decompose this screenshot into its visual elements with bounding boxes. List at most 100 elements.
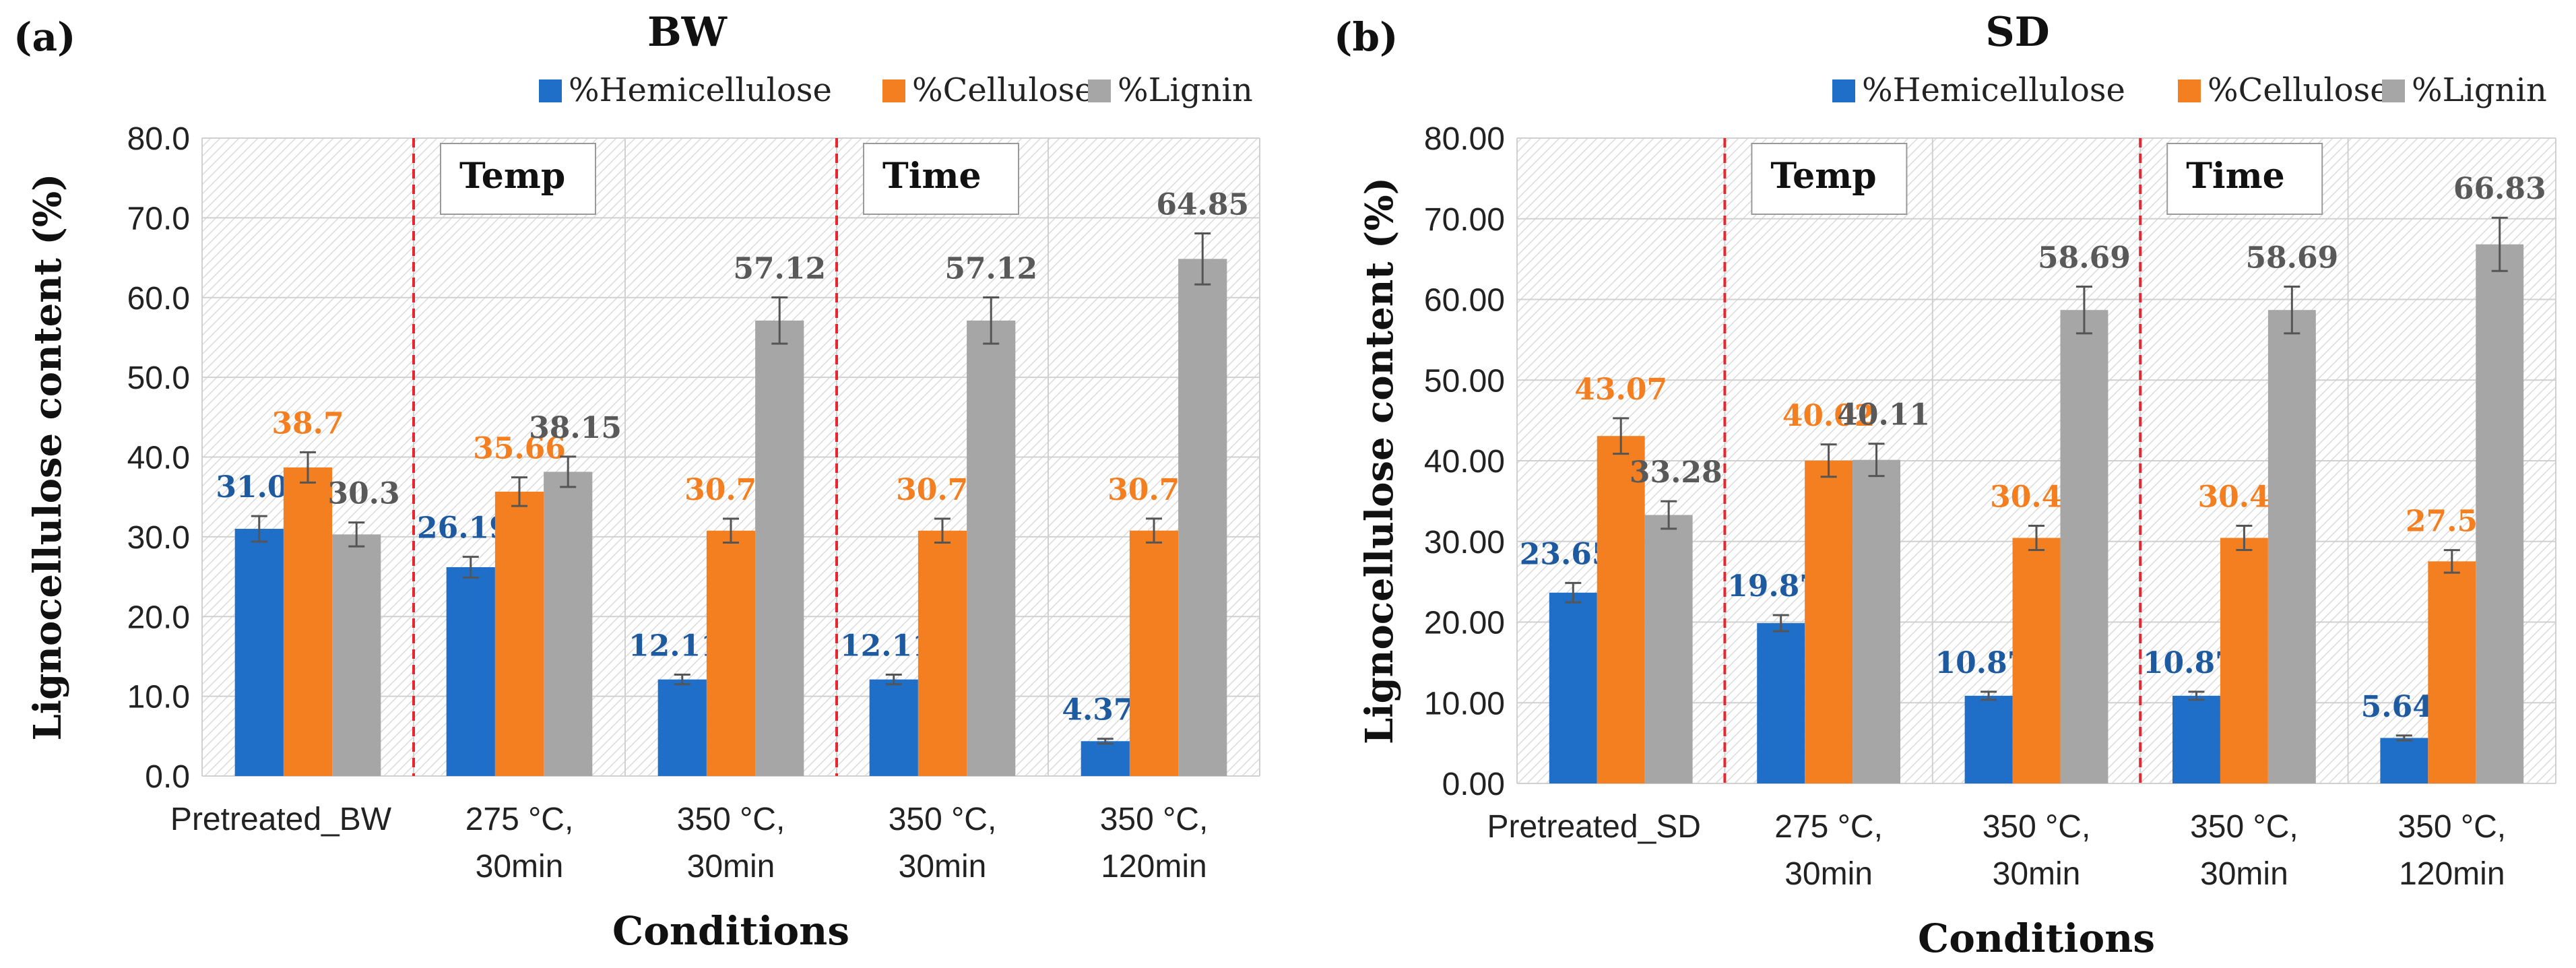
panel-a-y-tick-label: 70.0 [127,201,190,236]
panel-b-x-tick-label: 30min [2200,856,2288,892]
panel-b-group-box-temp [1751,143,1908,215]
panel-a-bar-hemicellulose [446,567,495,776]
panel-a-bar-hemicellulose [234,529,284,776]
panel-a-bar-lignin [755,320,804,776]
panel-a-bar-cellulose [494,491,544,776]
panel-b-data-label-cellulose: 43.07 [1574,373,1667,407]
panel-a-y-tick-label: 20.0 [127,600,190,635]
panel-b-x-tick-label: 30min [1993,856,2081,892]
panel-a-x-tick-label: 30min [476,849,564,884]
panel-b-y-axis-title: Lignocellulose content (%) [1357,177,1402,744]
panel-b-x-tick-label: 275 °C, [1774,809,1883,845]
panel-a-data-label-lignin: 30.3 [327,477,399,511]
panel-a-bar-hemicellulose [657,679,707,776]
panel-a-x-tick-label: Pretreated_BW [170,802,392,837]
panel-b-bar-lignin [2060,310,2108,783]
panel-b-x-tick-label: 350 °C, [2190,809,2298,845]
panel-b-data-label-cellulose: 40.02 [1782,399,1875,433]
panel-b-x-axis-title: Conditions [1918,915,2155,961]
panel-b-y-tick-label: 60.00 [1424,283,1505,319]
panel-b-y-tick-label: 70.00 [1424,202,1505,238]
panel-b-panel-label: (b) [1334,14,1398,60]
panel-b-x-tick-label: 350 °C, [1983,809,2091,845]
panel-b-x-tick-label: 120min [2399,856,2505,892]
panel-a-data-label-lignin: 57.12 [944,252,1037,286]
panel-a-legend-swatch-hemicellulose [539,79,562,102]
panel-a-legend-swatch-lignin [1088,79,1111,102]
panel-b-y-tick-label: 10.00 [1424,686,1505,721]
panel-a-panel-label: (a) [13,14,75,60]
panel-a-y-tick-label: 40.0 [127,441,190,476]
panel-a-x-tick-label: 350 °C, [1100,802,1209,837]
panel-b-bar-lignin [1853,459,1900,783]
panel-b-data-label-hemicellulose: 19.87 [1727,569,1820,604]
panel-b-bar-lignin [2267,310,2316,783]
panel-a-bar-cellulose [706,530,756,776]
panel-a-group-label: Temp [459,156,565,197]
panel-b-bar-hemicellulose [1549,592,1597,783]
panel-b-data-label-lignin: 40.11 [1837,398,1930,432]
panel-a-title: BW [647,9,728,56]
panel-b-legend-swatch-hemicellulose [1832,79,1855,102]
panel-b-bar-hemicellulose [1757,623,1805,783]
panel-a-bar-lignin [544,472,593,776]
panel-a-x-tick-label: 275 °C, [465,802,574,837]
panel-b-bar-cellulose [1805,460,1853,783]
panel-a-x-tick-label: 120min [1101,849,1206,884]
panel-b-bar-cellulose [2220,538,2268,783]
panel-a-bar-hemicellulose [869,679,918,776]
panel-b-title: SD [1985,9,2049,56]
panel-a-legend-label-cellulose: %Cellulose [912,71,1094,109]
panel-a-bar-hemicellulose [1081,741,1130,776]
panel-b-x-tick-label: Pretreated_SD [1487,809,1701,845]
panel-b-x-tick-label: 350 °C, [2397,809,2506,845]
panel-a-bar-cellulose [283,467,333,776]
panel-b-group-label: Time [2186,156,2285,197]
panel-b-data-label-lignin: 66.83 [2453,172,2546,206]
panel-b-group-box-time [2166,143,2323,215]
panel-b-bar-lignin [2476,244,2524,783]
panel-b-data-label-lignin: 33.28 [1630,455,1722,490]
panel-b-group-label: Temp [1770,156,1876,197]
panel-a-x-tick-label: 30min [687,849,775,884]
panel-a-data-label-cellulose: 35.66 [473,432,566,466]
panel-a-y-tick-label: 60.0 [127,281,190,317]
panel-a-y-axis-title: Lignocellulose content (%) [26,173,70,740]
panel-a-group-label: Time [882,156,981,197]
panel-b-legend-swatch-lignin [2382,79,2405,102]
panel-a-data-label-hemicellulose: 26.19 [417,511,510,546]
panel-a-data-label-lignin: 64.85 [1156,187,1249,222]
panel-b-legend-label-cellulose: %Cellulose [2208,71,2389,109]
panel-b-y-tick-label: 80.00 [1424,121,1505,157]
panel-b-legend-label-hemicellulose: %Hemicellulose [1862,71,2125,109]
panel-a-data-label-lignin: 38.15 [529,411,622,445]
panel-b-data-label-hemicellulose: 23.65 [1520,537,1613,571]
panel-b-y-tick-label: 50.00 [1424,363,1505,399]
panel-a-y-tick-label: 10.0 [127,680,190,715]
panel-b-bar-cellulose [2012,538,2061,783]
panel-b-data-label-lignin: 58.69 [2245,240,2338,275]
panel-a-group-box-time [863,143,1019,215]
panel-b-y-tick-label: 20.00 [1424,606,1505,641]
panel-a-legend-label-hemicellulose: %Hemicellulose [569,71,832,109]
panel-b-bar-hemicellulose [1964,695,2013,783]
panel-a-y-tick-label: 80.0 [127,121,190,157]
panel-a-y-tick-label: 50.0 [127,360,190,396]
panel-b-bar-hemicellulose [2172,695,2220,783]
panel-b-x-tick-label: 30min [1784,856,1873,892]
panel-a-x-axis-title: Conditions [612,908,849,954]
panel-a-data-label-hemicellulose: 31.0 [216,470,288,505]
panel-b-legend-label-lignin: %Lignin [2412,71,2547,109]
panel-a-y-tick-label: 0.0 [145,759,190,795]
panel-b-y-tick-label: 40.00 [1424,444,1505,480]
panel-b-bar-cellulose [1597,436,1645,783]
panel-b-bar-hemicellulose [2380,738,2428,783]
panel-a-group-box-temp [440,143,596,215]
panel-a-legend-label-lignin: %Lignin [1118,71,1253,109]
panel-a-data-label-hemicellulose: 4.37 [1062,693,1134,728]
panel-a-data-label-hemicellulose: 12.11 [629,629,721,664]
panel-a-data-label-hemicellulose: 12.11 [840,629,933,664]
panel-b-data-label-lignin: 58.69 [2038,240,2131,275]
panel-a-y-tick-label: 30.0 [127,520,190,556]
